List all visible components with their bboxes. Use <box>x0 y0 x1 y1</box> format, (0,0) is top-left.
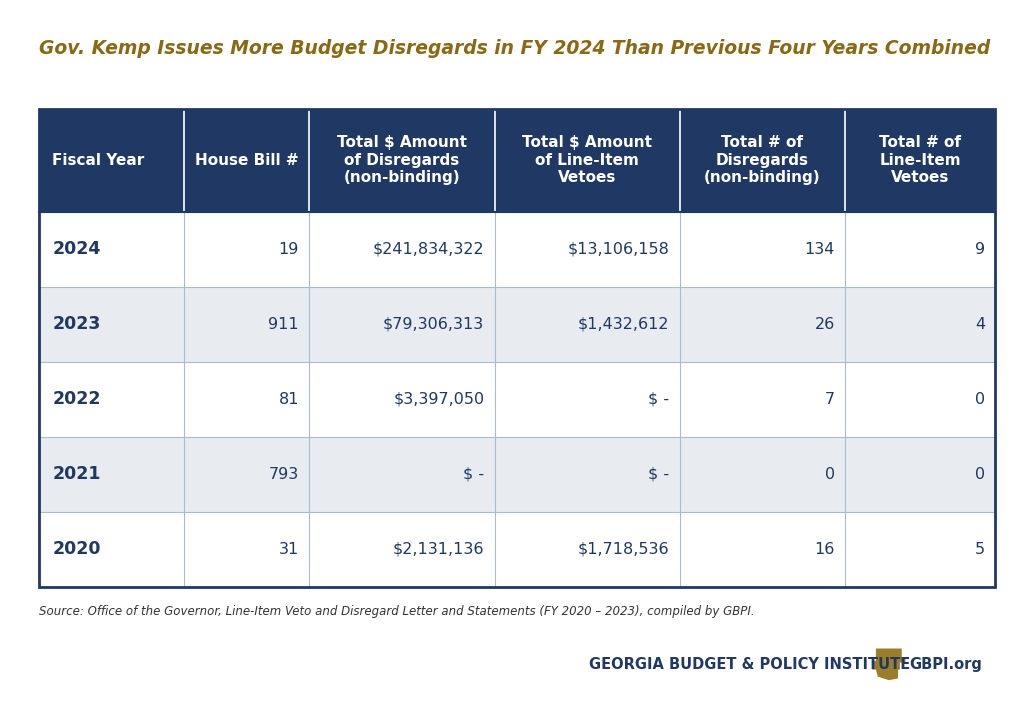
Text: Total $ Amount
of Disregards
(non-binding): Total $ Amount of Disregards (non-bindin… <box>337 136 467 186</box>
Text: 2022: 2022 <box>52 390 100 408</box>
Text: $3,397,050: $3,397,050 <box>393 392 484 407</box>
Text: $1,432,612: $1,432,612 <box>579 317 670 332</box>
Text: 26: 26 <box>815 317 835 332</box>
Text: 9: 9 <box>975 242 985 257</box>
Text: 7: 7 <box>824 392 835 407</box>
Text: 134: 134 <box>805 242 835 257</box>
Text: 16: 16 <box>814 542 835 557</box>
Text: $13,106,158: $13,106,158 <box>567 242 670 257</box>
Text: 0: 0 <box>975 467 985 482</box>
Text: 0: 0 <box>824 467 835 482</box>
Text: Fiscal Year: Fiscal Year <box>52 153 144 168</box>
Text: 2023: 2023 <box>52 316 100 333</box>
Text: 31: 31 <box>279 542 299 557</box>
Text: 2020: 2020 <box>52 541 100 558</box>
Text: $241,834,322: $241,834,322 <box>373 242 484 257</box>
Text: 793: 793 <box>269 467 299 482</box>
Text: GEORGIA BUDGET & POLICY INSTITUTE: GEORGIA BUDGET & POLICY INSTITUTE <box>589 657 910 672</box>
Text: 2021: 2021 <box>52 465 100 484</box>
Text: 5: 5 <box>975 542 985 557</box>
Text: $ -: $ - <box>648 467 670 482</box>
Text: 4: 4 <box>975 317 985 332</box>
Text: Source: Office of the Governor, Line-Item Veto and Disregard Letter and Statemen: Source: Office of the Governor, Line-Ite… <box>39 605 755 617</box>
Text: $ -: $ - <box>463 467 484 482</box>
Text: Total $ Amount
of Line-Item
Vetoes: Total $ Amount of Line-Item Vetoes <box>522 136 652 186</box>
Text: Total # of
Line-Item
Vetoes: Total # of Line-Item Vetoes <box>880 136 962 186</box>
Text: 2024: 2024 <box>52 240 100 258</box>
Text: Total # of
Disregards
(non-binding): Total # of Disregards (non-binding) <box>705 136 821 186</box>
Text: 19: 19 <box>279 242 299 257</box>
Text: 0: 0 <box>975 392 985 407</box>
Text: $79,306,313: $79,306,313 <box>383 317 484 332</box>
Polygon shape <box>872 648 905 681</box>
Text: $2,131,136: $2,131,136 <box>393 542 484 557</box>
Text: $1,718,536: $1,718,536 <box>578 542 670 557</box>
Text: Gov. Kemp Issues More Budget Disregards in FY 2024 Than Previous Four Years Comb: Gov. Kemp Issues More Budget Disregards … <box>39 39 990 58</box>
Text: House Bill #: House Bill # <box>195 153 299 168</box>
Text: 911: 911 <box>268 317 299 332</box>
Text: 81: 81 <box>279 392 299 407</box>
Text: GBPI.org: GBPI.org <box>909 657 982 672</box>
Text: $ -: $ - <box>648 392 670 407</box>
